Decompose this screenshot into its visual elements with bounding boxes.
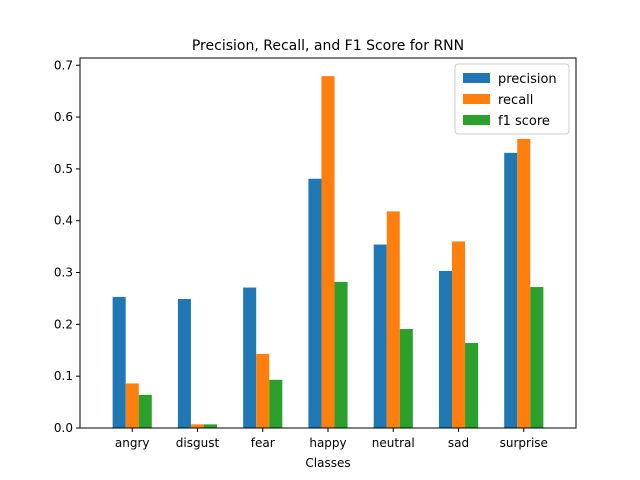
x-tick-label-fear: fear (251, 436, 275, 450)
legend-label-recall: recall (498, 93, 533, 108)
x-tick-label-neutral: neutral (372, 436, 415, 450)
bar-f1-score-angry (138, 394, 152, 428)
y-tick-label: 0.1 (54, 369, 73, 383)
bar-f1-score-surprise (530, 287, 544, 428)
bar-recall-surprise (517, 138, 531, 428)
y-tick-label: 0.0 (54, 421, 73, 435)
x-axis: angry disgust fear happy neutral sad surprise (115, 428, 548, 450)
y-tick-label: 0.4 (54, 214, 73, 228)
chart-title: Precision, Recall, and F1 Score for RNN (192, 38, 464, 54)
x-tick-label-disgust: disgust (176, 436, 220, 450)
y-axis: 0.0 0.1 0.2 0.3 0.4 0.5 0.6 0.7 (54, 58, 80, 435)
legend-swatch-f1-score (463, 115, 490, 125)
bar-precision-fear (243, 287, 257, 428)
bar-precision-neutral (373, 244, 387, 428)
legend-label-precision: precision (498, 72, 557, 87)
x-tick-label-angry: angry (115, 436, 150, 450)
bar-precision-surprise (504, 152, 518, 428)
y-tick-label: 0.2 (54, 317, 73, 331)
bar-f1-score-happy (334, 281, 348, 428)
bar-f1-score-fear (269, 379, 283, 428)
bar-precision-sad (438, 270, 452, 428)
bar-recall-sad (452, 241, 466, 428)
legend-swatch-recall (463, 94, 490, 104)
bar-f1-score-disgust (204, 424, 218, 428)
bar-f1-score-sad (465, 343, 479, 428)
x-tick-label-happy: happy (309, 436, 346, 450)
legend: precision recall f1 score (454, 63, 570, 135)
x-tick-label-sad: sad (448, 436, 469, 450)
bar-precision-happy (308, 178, 322, 428)
bar-recall-happy (321, 76, 335, 428)
y-tick-label: 0.3 (54, 266, 73, 280)
y-tick-label: 0.5 (54, 162, 73, 176)
bar-recall-disgust (190, 424, 204, 428)
y-tick-label: 0.6 (54, 110, 73, 124)
legend-swatch-precision (463, 73, 490, 83)
legend-label-f1-score: f1 score (498, 114, 550, 129)
bar-precision-disgust (177, 298, 191, 428)
bar-recall-neutral (386, 211, 400, 428)
bar-recall-angry (125, 383, 139, 428)
bars (112, 76, 544, 428)
y-tick-label: 0.7 (54, 58, 73, 72)
bar-precision-angry (112, 296, 126, 428)
x-axis-label: Classes (305, 456, 350, 470)
x-tick-label-surprise: surprise (500, 436, 548, 450)
bar-recall-fear (256, 353, 270, 428)
bar-f1-score-neutral (399, 329, 413, 428)
